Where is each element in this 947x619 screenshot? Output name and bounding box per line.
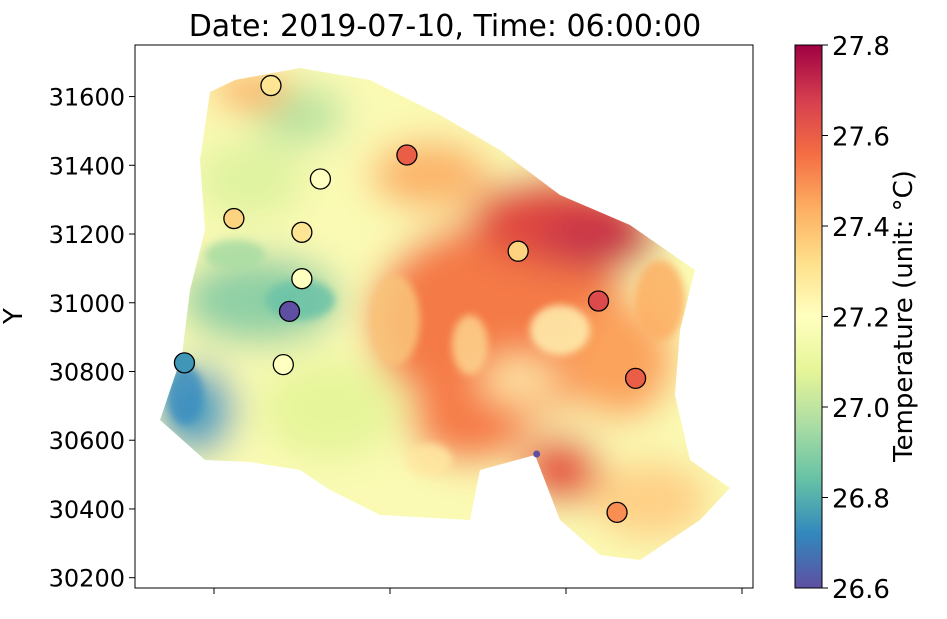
station-marker	[606, 501, 628, 524]
chart-title: Date: 2019-07-10, Time: 06:00:00	[189, 9, 702, 44]
y-tick-label: 30400	[49, 496, 125, 524]
station-marker	[507, 240, 529, 262]
station-marker	[223, 207, 245, 230]
y-tick-label: 30200	[49, 565, 125, 593]
colorbar-tick-label: 26.6	[832, 575, 890, 605]
colorbar-tick-label: 27.4	[832, 213, 890, 243]
colorbar-tick-label: 27.2	[832, 304, 890, 334]
y-tick-label: 30600	[49, 427, 125, 455]
station-marker	[272, 353, 294, 376]
station-marker	[587, 290, 610, 312]
station-marker	[396, 144, 418, 166]
y-tick-label: 31200	[49, 221, 125, 249]
station-marker	[173, 352, 196, 374]
x-axis	[213, 588, 743, 594]
colorbar	[794, 44, 823, 589]
station-marker	[309, 168, 332, 190]
colorbar-tick-label: 27.6	[832, 123, 890, 153]
station-marker	[291, 268, 313, 290]
y-axis-label: Y	[0, 308, 29, 325]
colorbar-tick-label: 26.8	[832, 485, 890, 515]
station-marker	[624, 367, 647, 390]
colorbar-tick-label: 27.8	[832, 32, 890, 62]
station-markers	[173, 74, 647, 524]
station-marker	[260, 74, 282, 97]
y-tick-label: 31600	[49, 84, 125, 112]
y-tick-label: 31000	[49, 290, 125, 318]
station-marker	[291, 221, 313, 243]
colorbar-ticks: 26.6 26.8 27.0 27.2 27.4 27.6 27.8	[822, 32, 890, 605]
field-detail	[167, 240, 685, 476]
y-axis: 30200 30400 30600 30800 31000 31200 31400 31600	[49, 84, 135, 593]
y-tick-label: 31400	[49, 152, 125, 180]
colorbar-label: Temperature (unit: °C)	[889, 170, 919, 463]
y-tick-label: 30800	[49, 358, 125, 386]
station-marker	[278, 300, 301, 322]
station-marker	[533, 450, 541, 458]
colorbar-tick-label: 27.0	[832, 394, 890, 424]
